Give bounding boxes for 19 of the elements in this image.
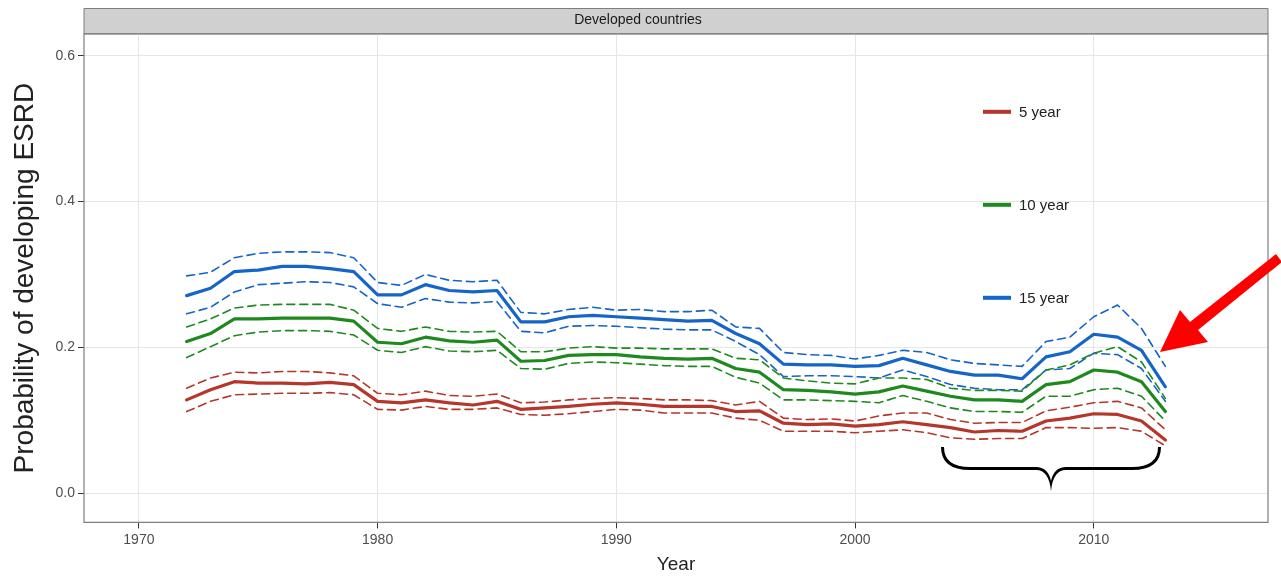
legend-label: 10 year <box>1019 195 1070 213</box>
x-tick-label: 2000 <box>839 530 871 547</box>
y-tick-label: 0.4 <box>55 192 76 209</box>
legend-label: 5 year <box>1019 102 1061 120</box>
line-series <box>185 251 1167 368</box>
line-series <box>185 370 1167 431</box>
y-tick-label: 0.6 <box>55 46 76 63</box>
y-axis-title: Probability of developing ESRD <box>7 82 39 474</box>
x-tick-label: 2010 <box>1078 530 1110 547</box>
x-axis-title: Year <box>656 552 696 574</box>
x-tick-label: 1970 <box>123 530 155 547</box>
chart-title: Developed countries <box>574 11 702 28</box>
x-tick-label: 1990 <box>600 530 633 547</box>
line-series <box>185 280 1167 403</box>
legend-label: 15 year <box>1019 288 1070 306</box>
y-tick-label: 0.2 <box>55 338 76 355</box>
x-tick-label: 1980 <box>362 530 394 547</box>
line-series <box>185 391 1167 447</box>
y-tick-label: 0.0 <box>55 484 76 501</box>
